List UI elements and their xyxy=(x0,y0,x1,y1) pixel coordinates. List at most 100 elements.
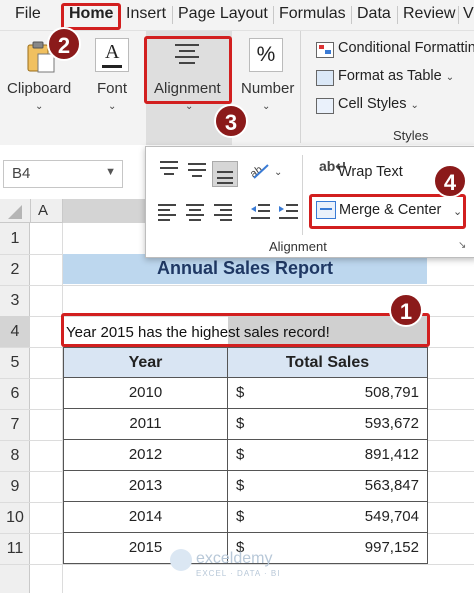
col-divider xyxy=(30,199,31,223)
row-header-5[interactable]: 5 xyxy=(10,354,20,371)
table-cell-year[interactable]: 2011 xyxy=(63,409,228,440)
increase-indent-icon[interactable] xyxy=(278,203,298,221)
currency-symbol: $ xyxy=(236,508,245,525)
currency-symbol: $ xyxy=(236,446,245,463)
font-icon[interactable]: A xyxy=(95,38,129,72)
wrap-text-icon[interactable]: ab↵ xyxy=(319,158,348,174)
selection-highlight xyxy=(61,313,430,347)
watermark-tagline: EXCEL · DATA · BI xyxy=(196,569,281,578)
chevron-down-icon[interactable]: ⌄ xyxy=(453,206,463,218)
sales-value: 508,791 xyxy=(364,384,419,401)
chevron-down-icon[interactable]: ▼ xyxy=(105,166,116,178)
cell-styles-icon[interactable] xyxy=(316,98,334,114)
tab-file[interactable]: File xyxy=(15,5,41,22)
table-cell-sales[interactable]: $549,704 xyxy=(228,502,428,533)
step-badge-2: 2 xyxy=(47,27,81,61)
chevron-down-icon[interactable]: ⌄ xyxy=(35,101,44,112)
step-badge-4: 4 xyxy=(433,164,467,198)
table-cell-year[interactable]: 2013 xyxy=(63,471,228,502)
svg-text:ab: ab xyxy=(250,164,265,181)
row-header-1[interactable]: 1 xyxy=(10,230,20,247)
clipboard-label[interactable]: Clipboard xyxy=(7,80,72,97)
table-cell-year[interactable]: 2010 xyxy=(63,378,228,409)
alignment-label[interactable]: Alignment xyxy=(154,80,221,97)
tab-data[interactable]: Data xyxy=(357,5,391,22)
note-cell[interactable]: Year 2015 has the highest sales record! xyxy=(66,324,330,341)
table-header-year[interactable]: Year xyxy=(63,347,228,378)
merge-center-highlight xyxy=(309,194,466,229)
sales-value: 549,704 xyxy=(364,508,419,525)
table-cell-sales[interactable]: $593,672 xyxy=(228,409,428,440)
currency-symbol: $ xyxy=(236,384,245,401)
chevron-down-icon[interactable]: ⌄ xyxy=(262,101,271,112)
tab-separator xyxy=(458,6,459,24)
gridline xyxy=(62,223,63,593)
format-as-table-button[interactable]: Format as Table ⌄ xyxy=(338,68,455,84)
decrease-indent-icon[interactable] xyxy=(250,203,270,221)
orientation-icon[interactable]: ab ⌄ xyxy=(248,159,284,181)
home-tab-highlight xyxy=(61,3,121,30)
name-box[interactable]: B4 ▼ xyxy=(3,160,123,188)
row-header-11[interactable]: 11 xyxy=(6,540,24,557)
tab-separator xyxy=(273,6,274,24)
merge-center-icon[interactable] xyxy=(316,201,336,219)
percent-icon[interactable]: % xyxy=(249,38,283,72)
table-cell-sales[interactable]: $997,152 xyxy=(228,533,428,564)
title-cell[interactable]: Annual Sales Report xyxy=(63,254,427,284)
align-right-icon[interactable] xyxy=(214,203,232,221)
row-header-4[interactable]: 4 xyxy=(0,316,30,347)
tab-view[interactable]: V xyxy=(463,5,474,22)
row-header-10[interactable]: 10 xyxy=(6,509,24,526)
align-left-icon[interactable] xyxy=(158,203,176,221)
currency-symbol: $ xyxy=(236,477,245,494)
top-align-icon[interactable] xyxy=(160,161,178,177)
middle-align-icon[interactable] xyxy=(188,161,206,177)
row-header-6[interactable]: 6 xyxy=(10,385,20,402)
tab-separator xyxy=(172,6,173,24)
sales-value: 593,672 xyxy=(364,415,419,432)
chevron-down-icon[interactable]: ⌄ xyxy=(185,101,194,112)
column-header-b[interactable] xyxy=(63,199,145,223)
table-cell-year[interactable]: 2012 xyxy=(63,440,228,471)
table-cell-sales[interactable]: $891,412 xyxy=(228,440,428,471)
tab-formulas[interactable]: Formulas xyxy=(279,5,346,22)
dialog-launcher-icon[interactable]: ↘ xyxy=(458,240,467,251)
chevron-down-icon[interactable]: ⌄ xyxy=(108,101,117,112)
row-header-9[interactable]: 9 xyxy=(10,478,20,495)
number-label[interactable]: Number xyxy=(241,80,295,97)
tab-insert[interactable]: Insert xyxy=(126,5,167,22)
table-cell-year[interactable]: 2015 xyxy=(63,533,228,564)
table-cell-year[interactable]: 2014 xyxy=(63,502,228,533)
gridline xyxy=(0,285,474,286)
tab-home[interactable]: Home xyxy=(69,5,114,22)
font-label[interactable]: Font xyxy=(97,80,128,97)
row-header-8[interactable]: 8 xyxy=(10,447,20,464)
table-cell-sales[interactable]: $508,791 xyxy=(228,378,428,409)
tab-separator xyxy=(351,6,352,24)
align-center-icon[interactable] xyxy=(186,203,204,221)
row-header-7[interactable]: 7 xyxy=(10,416,20,433)
tab-page-layout[interactable]: Page Layout xyxy=(178,5,268,22)
col-divider xyxy=(62,199,63,223)
row-header-3[interactable]: 3 xyxy=(10,292,20,309)
row-header-2[interactable]: 2 xyxy=(10,261,20,278)
column-header-a[interactable]: A xyxy=(38,202,49,219)
table-cell-sales[interactable]: $563,847 xyxy=(228,471,428,502)
align-center-icon[interactable] xyxy=(175,42,199,64)
format-table-icon[interactable] xyxy=(316,70,334,86)
conditional-formatting-icon[interactable] xyxy=(316,42,334,58)
wrap-text-button[interactable]: Wrap Text xyxy=(338,164,403,180)
select-all-corner[interactable] xyxy=(8,205,22,219)
sales-value: 997,152 xyxy=(364,539,419,556)
conditional-formatting-button[interactable]: Conditional Formatting xyxy=(338,40,474,56)
table-header-sales[interactable]: Total Sales xyxy=(228,347,428,378)
bottom-align-icon[interactable] xyxy=(212,161,238,187)
tab-review[interactable]: Review xyxy=(403,5,456,22)
alignment-group-label: Alignment xyxy=(269,239,327,254)
sales-value: 563,847 xyxy=(364,477,419,494)
tab-separator xyxy=(397,6,398,24)
clipboard-icon[interactable] xyxy=(22,40,58,74)
currency-symbol: $ xyxy=(236,539,245,556)
merge-center-button[interactable]: Merge & Center xyxy=(339,202,442,218)
cell-styles-button[interactable]: Cell Styles ⌄ xyxy=(338,96,419,112)
